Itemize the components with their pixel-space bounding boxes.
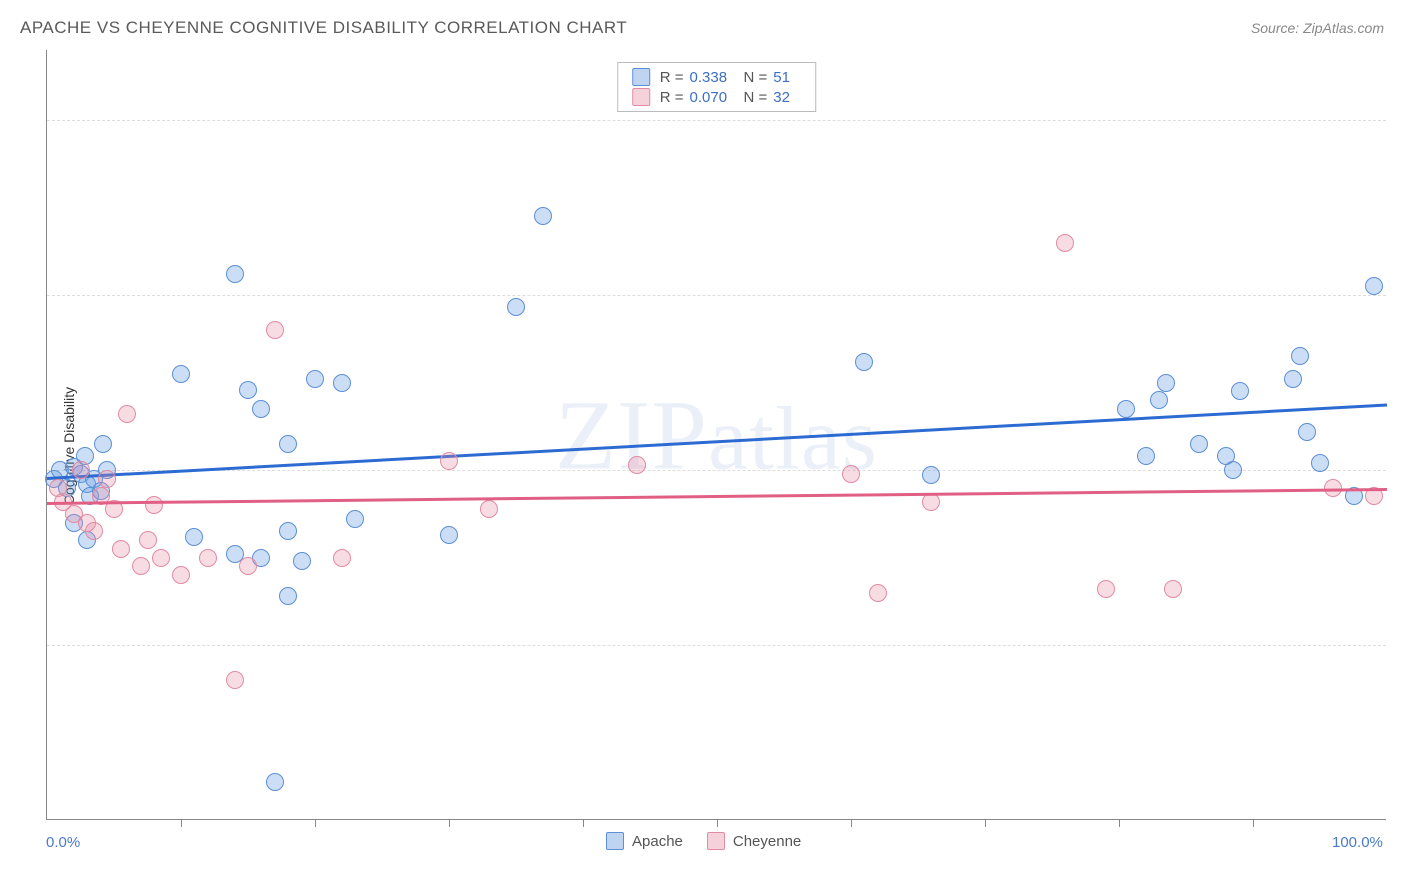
legend-item-cheyenne: Cheyenne [707, 832, 801, 850]
data-point-cheyenne [199, 549, 217, 567]
stats-legend-box: R = 0.338 N = 51 R = 0.070 N = 32 [617, 62, 817, 112]
data-point-cheyenne [226, 671, 244, 689]
stats-row-cheyenne: R = 0.070 N = 32 [618, 87, 816, 107]
y-tick-label: 20.0% [1394, 462, 1406, 479]
x-tick-mark [449, 819, 450, 827]
apache-swatch-icon [632, 68, 650, 86]
cheyenne-swatch-icon [632, 88, 650, 106]
legend-item-apache: Apache [606, 832, 683, 850]
data-point-apache [1284, 370, 1302, 388]
stats-row-apache: R = 0.338 N = 51 [618, 67, 816, 87]
data-point-apache [333, 374, 351, 392]
data-point-cheyenne [98, 470, 116, 488]
chart-plot-area: ZIPatlas R = 0.338 N = 51 R = 0.070 N = … [46, 50, 1386, 820]
x-tick-mark [717, 819, 718, 827]
x-tick-mark [1119, 819, 1120, 827]
gridline-h [47, 295, 1386, 296]
x-tick-mark [985, 819, 986, 827]
data-point-cheyenne [628, 456, 646, 474]
data-point-apache [1298, 423, 1316, 441]
y-tick-label: 30.0% [1394, 287, 1406, 304]
data-point-cheyenne [85, 522, 103, 540]
apache-n-value: 51 [773, 69, 801, 86]
data-point-cheyenne [118, 405, 136, 423]
data-point-apache [172, 365, 190, 383]
data-point-apache [94, 435, 112, 453]
data-point-cheyenne [1164, 580, 1182, 598]
source-attribution: Source: ZipAtlas.com [1251, 20, 1384, 36]
r-label: R = [660, 89, 684, 106]
gridline-h [47, 470, 1386, 471]
data-point-apache [1365, 277, 1383, 295]
data-point-apache [534, 207, 552, 225]
x-axis-min-label: 0.0% [46, 834, 80, 851]
n-label: N = [744, 89, 768, 106]
bottom-legend: Apache Cheyenne [606, 832, 801, 850]
chart-title: APACHE VS CHEYENNE COGNITIVE DISABILITY … [20, 18, 627, 38]
data-point-apache [1231, 382, 1249, 400]
data-point-apache [1117, 400, 1135, 418]
data-point-apache [293, 552, 311, 570]
data-point-cheyenne [145, 496, 163, 514]
cheyenne-r-value: 0.070 [690, 89, 744, 106]
data-point-apache [239, 381, 257, 399]
data-point-apache [226, 265, 244, 283]
data-point-apache [279, 522, 297, 540]
x-axis-max-label: 100.0% [1332, 834, 1383, 851]
data-point-cheyenne [72, 461, 90, 479]
data-point-cheyenne [172, 566, 190, 584]
data-point-apache [306, 370, 324, 388]
gridline-h [47, 645, 1386, 646]
data-point-apache [855, 353, 873, 371]
data-point-apache [440, 526, 458, 544]
data-point-apache [266, 773, 284, 791]
trend-line-cheyenne [47, 488, 1387, 504]
x-tick-mark [1253, 819, 1254, 827]
data-point-apache [1224, 461, 1242, 479]
cheyenne-swatch-icon [707, 832, 725, 850]
data-point-apache [1137, 447, 1155, 465]
x-tick-mark [851, 819, 852, 827]
data-point-apache [507, 298, 525, 316]
data-point-cheyenne [239, 557, 257, 575]
legend-apache-label: Apache [632, 833, 683, 850]
data-point-apache [1150, 391, 1168, 409]
data-point-cheyenne [132, 557, 150, 575]
data-point-cheyenne [842, 465, 860, 483]
data-point-apache [1291, 347, 1309, 365]
data-point-apache [1157, 374, 1175, 392]
data-point-cheyenne [1056, 234, 1074, 252]
apache-r-value: 0.338 [690, 69, 744, 86]
y-tick-label: 10.0% [1394, 637, 1406, 654]
data-point-apache [185, 528, 203, 546]
cheyenne-n-value: 32 [773, 89, 801, 106]
x-tick-mark [583, 819, 584, 827]
data-point-cheyenne [480, 500, 498, 518]
r-label: R = [660, 69, 684, 86]
legend-cheyenne-label: Cheyenne [733, 833, 801, 850]
trend-line-apache [47, 404, 1387, 480]
apache-swatch-icon [606, 832, 624, 850]
data-point-apache [346, 510, 364, 528]
data-point-apache [252, 400, 270, 418]
data-point-cheyenne [112, 540, 130, 558]
data-point-cheyenne [139, 531, 157, 549]
data-point-cheyenne [1097, 580, 1115, 598]
x-tick-mark [181, 819, 182, 827]
data-point-cheyenne [333, 549, 351, 567]
y-tick-label: 40.0% [1394, 112, 1406, 129]
x-tick-mark [315, 819, 316, 827]
data-point-apache [922, 466, 940, 484]
data-point-cheyenne [869, 584, 887, 602]
gridline-h [47, 120, 1386, 121]
data-point-cheyenne [440, 452, 458, 470]
data-point-apache [279, 587, 297, 605]
data-point-cheyenne [266, 321, 284, 339]
data-point-apache [1190, 435, 1208, 453]
data-point-apache [279, 435, 297, 453]
n-label: N = [744, 69, 768, 86]
data-point-cheyenne [152, 549, 170, 567]
data-point-apache [1311, 454, 1329, 472]
